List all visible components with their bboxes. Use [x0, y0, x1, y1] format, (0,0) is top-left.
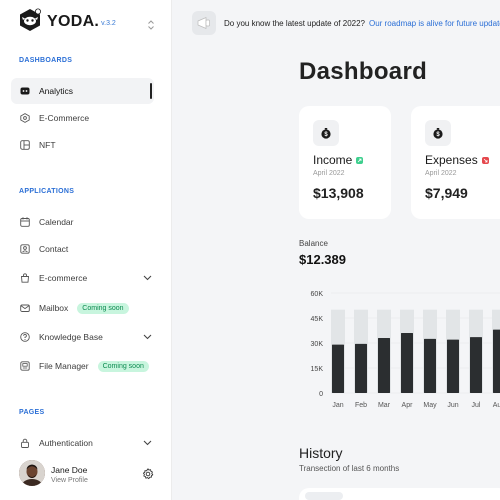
balance-value: $12.389 [299, 252, 346, 267]
sidebar-item-calendar[interactable]: Calendar [11, 209, 154, 235]
income-title: Income [313, 153, 353, 167]
x-tick-label: Jun [447, 402, 458, 409]
x-tick-label: Aug [493, 402, 500, 409]
coming-soon-badge: Coming soon [97, 360, 149, 372]
chevron-down-icon [143, 438, 152, 448]
bar [424, 338, 436, 393]
bar [447, 339, 459, 393]
roadmap-link[interactable]: Our roadmap is alive for future updates. [369, 18, 500, 28]
history-subtitle: Transection of last 6 months [299, 464, 400, 473]
x-tick-label: Apr [402, 402, 414, 409]
x-tick-label: Mar [378, 402, 391, 409]
money-bag-icon: $ [425, 120, 451, 146]
sidebar-item-label: Analytics [39, 86, 74, 96]
expenses-title: Expenses [425, 153, 478, 167]
sidebar: YODA. v.3.2 DASHBOARDS Analytics E-Comme… [0, 0, 172, 500]
sidebar-item-knowledge-base[interactable]: Knowledge Base [11, 324, 154, 350]
analytics-icon [19, 86, 30, 97]
sidebar-item-nft[interactable]: NFT [11, 132, 154, 158]
contact-icon [19, 244, 30, 255]
sidebar-item-label: E-Commerce [39, 113, 90, 123]
sidebar-item-label: Mailbox [39, 303, 69, 313]
view-profile-link[interactable]: View Profile [51, 477, 88, 484]
bar [470, 337, 482, 393]
bar [355, 343, 367, 393]
calendar-icon [19, 217, 30, 228]
coming-soon-badge: Coming soon [77, 302, 129, 314]
y-tick-label: 60K [311, 291, 324, 298]
sidebar-item-ecommerce[interactable]: E-Commerce [11, 105, 154, 131]
sidebar-item-label: File Manager [39, 361, 89, 371]
nft-icon [19, 140, 30, 151]
lock-icon [19, 438, 30, 449]
x-tick-label: Jan [332, 402, 343, 409]
yoda-logo-icon [18, 8, 42, 32]
announcement-icon [192, 11, 216, 35]
section-applications: APPLICATIONS [19, 188, 75, 195]
app-version: v.3.2 [101, 19, 116, 27]
x-tick-label: Jul [472, 402, 481, 409]
app-name: YODA. [47, 13, 100, 30]
svg-text:$: $ [324, 132, 328, 138]
expenses-card[interactable]: $ Expenses April 2022 $7,949 [411, 106, 500, 219]
bag-icon [19, 273, 30, 284]
svg-text:$: $ [436, 132, 440, 138]
history-title: History [299, 445, 343, 461]
money-bag-icon: $ [313, 120, 339, 146]
mailbox-icon [19, 303, 30, 314]
sidebar-item-label: NFT [39, 140, 56, 150]
gear-icon[interactable] [142, 467, 154, 485]
y-tick-label: 30K [311, 341, 324, 348]
sidebar-item-label: Knowledge Base [39, 332, 103, 342]
expenses-value: $7,949 [425, 185, 468, 201]
trend-up-icon [356, 156, 364, 164]
sidebar-item-contact[interactable]: Contact [11, 236, 154, 262]
y-tick-label: 45K [311, 316, 324, 323]
history-chip [305, 492, 343, 500]
sidebar-item-file-manager[interactable]: File Manager Coming soon [11, 353, 154, 379]
x-tick-label: May [423, 402, 437, 409]
bar [493, 329, 500, 393]
sidebar-item-label: Contact [39, 244, 69, 254]
app-logo[interactable]: YODA. v.3.2 [18, 8, 116, 32]
update-banner: Do you know the latest update of 2022? O… [192, 11, 500, 35]
chevron-down-icon [143, 332, 152, 342]
bar-chart-svg: 0 15K 30K 45K 60K Jan Feb Mar Apr May Jun Jul Aug [311, 291, 500, 409]
income-card-title-row: Income [313, 153, 364, 167]
y-tick-label: 0 [319, 391, 323, 398]
knowledge-base-icon [19, 332, 30, 343]
bar [401, 333, 413, 393]
avatar[interactable] [19, 460, 45, 486]
bar [378, 338, 390, 393]
banner-text: Do you know the latest update of 2022? [224, 18, 365, 28]
sidebar-item-mailbox[interactable]: Mailbox Coming soon [11, 295, 154, 321]
file-manager-icon [19, 361, 30, 372]
y-tick-label: 15K [311, 366, 324, 373]
income-value: $13,908 [313, 185, 364, 201]
income-card[interactable]: $ Income April 2022 $13,908 [299, 106, 391, 219]
sidebar-item-authentication[interactable]: Authentication [11, 430, 154, 456]
hexagon-icon [19, 113, 30, 124]
profile-name: Jane Doe [51, 465, 88, 475]
x-tick-label: Feb [355, 402, 367, 409]
bar [332, 344, 344, 393]
balance-bar-chart: 0 15K 30K 45K 60K Jan Feb Mar Apr May Jun Jul Aug [299, 285, 500, 415]
expenses-card-title-row: Expenses [425, 153, 489, 167]
section-dashboards: DASHBOARDS [19, 57, 73, 64]
sidebar-item-ecommerce-app[interactable]: E-commerce [11, 265, 154, 291]
page-title: Dashboard [299, 58, 428, 85]
sidebar-collapse-toggle-icon[interactable] [147, 19, 155, 31]
trend-down-icon [481, 156, 489, 164]
section-pages: PAGES [19, 409, 45, 416]
sidebar-item-label: E-commerce [39, 273, 88, 283]
chevron-down-icon [143, 273, 152, 283]
income-date: April 2022 [313, 170, 345, 177]
history-card [299, 488, 500, 500]
user-profile[interactable]: Jane Doe View Profile [19, 460, 159, 490]
balance-label: Balance [299, 239, 328, 248]
sidebar-item-analytics[interactable]: Analytics [11, 78, 154, 104]
sidebar-item-label: Authentication [39, 438, 93, 448]
sidebar-item-label: Calendar [39, 217, 74, 227]
expenses-date: April 2022 [425, 170, 457, 177]
